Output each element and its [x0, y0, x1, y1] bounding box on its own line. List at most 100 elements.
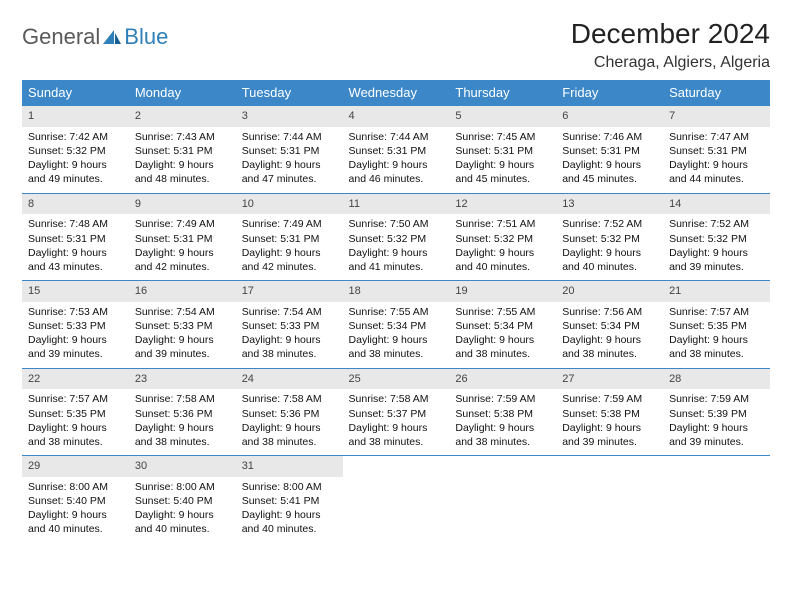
- sunrise: Sunrise: 7:59 AM: [562, 392, 657, 406]
- calendar-cell: 27Sunrise: 7:59 AMSunset: 5:38 PMDayligh…: [556, 368, 663, 456]
- calendar-cell: 20Sunrise: 7:56 AMSunset: 5:34 PMDayligh…: [556, 281, 663, 369]
- daylight-line2: and 47 minutes.: [242, 172, 337, 186]
- daylight-line2: and 41 minutes.: [349, 260, 444, 274]
- sunset: Sunset: 5:34 PM: [562, 319, 657, 333]
- daylight-line2: and 40 minutes.: [562, 260, 657, 274]
- calendar-cell: [556, 456, 663, 543]
- daylight-line2: and 39 minutes.: [562, 435, 657, 449]
- daylight-line1: Daylight: 9 hours: [349, 246, 444, 260]
- daylight-line2: and 38 minutes.: [455, 435, 550, 449]
- day-number: 20: [556, 281, 663, 302]
- day-number: 16: [129, 281, 236, 302]
- day-number: 15: [22, 281, 129, 302]
- sunset: Sunset: 5:37 PM: [349, 407, 444, 421]
- sunrise: Sunrise: 7:42 AM: [28, 130, 123, 144]
- sunset: Sunset: 5:31 PM: [135, 232, 230, 246]
- day-header: Tuesday: [236, 80, 343, 106]
- sunrise: Sunrise: 8:00 AM: [242, 480, 337, 494]
- calendar-cell: 19Sunrise: 7:55 AMSunset: 5:34 PMDayligh…: [449, 281, 556, 369]
- sunset: Sunset: 5:31 PM: [28, 232, 123, 246]
- day-header: Friday: [556, 80, 663, 106]
- month-title: December 2024: [571, 18, 770, 50]
- daylight-line2: and 44 minutes.: [669, 172, 764, 186]
- calendar-cell: 29Sunrise: 8:00 AMSunset: 5:40 PMDayligh…: [22, 456, 129, 543]
- sunrise: Sunrise: 7:58 AM: [242, 392, 337, 406]
- sunrise: Sunrise: 7:52 AM: [562, 217, 657, 231]
- day-content: Sunrise: 7:57 AMSunset: 5:35 PMDaylight:…: [22, 389, 129, 455]
- day-content: Sunrise: 7:43 AMSunset: 5:31 PMDaylight:…: [129, 127, 236, 193]
- sunrise: Sunrise: 7:56 AM: [562, 305, 657, 319]
- day-number: 14: [663, 194, 770, 215]
- day-content: Sunrise: 7:42 AMSunset: 5:32 PMDaylight:…: [22, 127, 129, 193]
- calendar-cell: 22Sunrise: 7:57 AMSunset: 5:35 PMDayligh…: [22, 368, 129, 456]
- sunset: Sunset: 5:41 PM: [242, 494, 337, 508]
- daylight-line2: and 39 minutes.: [28, 347, 123, 361]
- calendar-cell: 1Sunrise: 7:42 AMSunset: 5:32 PMDaylight…: [22, 106, 129, 194]
- sunrise: Sunrise: 7:59 AM: [455, 392, 550, 406]
- day-content: Sunrise: 7:49 AMSunset: 5:31 PMDaylight:…: [129, 214, 236, 280]
- day-content: Sunrise: 7:59 AMSunset: 5:38 PMDaylight:…: [449, 389, 556, 455]
- day-number: 6: [556, 106, 663, 127]
- sunset: Sunset: 5:32 PM: [562, 232, 657, 246]
- day-header: Monday: [129, 80, 236, 106]
- calendar-cell: 28Sunrise: 7:59 AMSunset: 5:39 PMDayligh…: [663, 368, 770, 456]
- calendar-cell: 15Sunrise: 7:53 AMSunset: 5:33 PMDayligh…: [22, 281, 129, 369]
- day-content: Sunrise: 7:55 AMSunset: 5:34 PMDaylight:…: [343, 302, 450, 368]
- sunrise: Sunrise: 7:55 AM: [455, 305, 550, 319]
- logo-text-general: General: [22, 24, 100, 50]
- daylight-line2: and 40 minutes.: [242, 522, 337, 536]
- sunrise: Sunrise: 7:49 AM: [242, 217, 337, 231]
- calendar-week-row: 22Sunrise: 7:57 AMSunset: 5:35 PMDayligh…: [22, 368, 770, 456]
- sunset: Sunset: 5:34 PM: [349, 319, 444, 333]
- day-content: Sunrise: 7:58 AMSunset: 5:37 PMDaylight:…: [343, 389, 450, 455]
- calendar-cell: [663, 456, 770, 543]
- calendar-cell: 8Sunrise: 7:48 AMSunset: 5:31 PMDaylight…: [22, 193, 129, 281]
- daylight-line2: and 38 minutes.: [349, 435, 444, 449]
- sunset: Sunset: 5:38 PM: [455, 407, 550, 421]
- sunrise: Sunrise: 7:48 AM: [28, 217, 123, 231]
- sunrise: Sunrise: 7:45 AM: [455, 130, 550, 144]
- day-number: 24: [236, 369, 343, 390]
- day-content: Sunrise: 7:44 AMSunset: 5:31 PMDaylight:…: [343, 127, 450, 193]
- calendar-cell: 14Sunrise: 7:52 AMSunset: 5:32 PMDayligh…: [663, 193, 770, 281]
- daylight-line1: Daylight: 9 hours: [349, 421, 444, 435]
- calendar-cell: 13Sunrise: 7:52 AMSunset: 5:32 PMDayligh…: [556, 193, 663, 281]
- daylight-line2: and 38 minutes.: [349, 347, 444, 361]
- day-content: Sunrise: 7:59 AMSunset: 5:39 PMDaylight:…: [663, 389, 770, 455]
- sunset: Sunset: 5:31 PM: [242, 232, 337, 246]
- calendar-cell: 3Sunrise: 7:44 AMSunset: 5:31 PMDaylight…: [236, 106, 343, 194]
- daylight-line1: Daylight: 9 hours: [455, 333, 550, 347]
- calendar-cell: 2Sunrise: 7:43 AMSunset: 5:31 PMDaylight…: [129, 106, 236, 194]
- day-number: 30: [129, 456, 236, 477]
- daylight-line1: Daylight: 9 hours: [242, 333, 337, 347]
- sunset: Sunset: 5:31 PM: [135, 144, 230, 158]
- day-number: 2: [129, 106, 236, 127]
- daylight-line1: Daylight: 9 hours: [455, 158, 550, 172]
- daylight-line1: Daylight: 9 hours: [135, 508, 230, 522]
- daylight-line1: Daylight: 9 hours: [562, 158, 657, 172]
- logo-sail-icon: [102, 29, 122, 45]
- sunrise: Sunrise: 7:58 AM: [135, 392, 230, 406]
- day-number: 5: [449, 106, 556, 127]
- daylight-line2: and 46 minutes.: [349, 172, 444, 186]
- sunset: Sunset: 5:31 PM: [242, 144, 337, 158]
- daylight-line2: and 43 minutes.: [28, 260, 123, 274]
- sunset: Sunset: 5:33 PM: [242, 319, 337, 333]
- sunrise: Sunrise: 7:51 AM: [455, 217, 550, 231]
- logo: General Blue: [22, 18, 168, 50]
- daylight-line1: Daylight: 9 hours: [242, 158, 337, 172]
- daylight-line1: Daylight: 9 hours: [28, 508, 123, 522]
- sunset: Sunset: 5:33 PM: [135, 319, 230, 333]
- day-content: Sunrise: 7:50 AMSunset: 5:32 PMDaylight:…: [343, 214, 450, 280]
- day-number: 22: [22, 369, 129, 390]
- sunset: Sunset: 5:31 PM: [455, 144, 550, 158]
- day-content: Sunrise: 8:00 AMSunset: 5:40 PMDaylight:…: [129, 477, 236, 543]
- day-header: Saturday: [663, 80, 770, 106]
- sunset: Sunset: 5:32 PM: [349, 232, 444, 246]
- daylight-line1: Daylight: 9 hours: [135, 421, 230, 435]
- sunrise: Sunrise: 7:44 AM: [349, 130, 444, 144]
- day-header: Thursday: [449, 80, 556, 106]
- sunrise: Sunrise: 7:54 AM: [242, 305, 337, 319]
- daylight-line2: and 39 minutes.: [669, 260, 764, 274]
- sunrise: Sunrise: 7:53 AM: [28, 305, 123, 319]
